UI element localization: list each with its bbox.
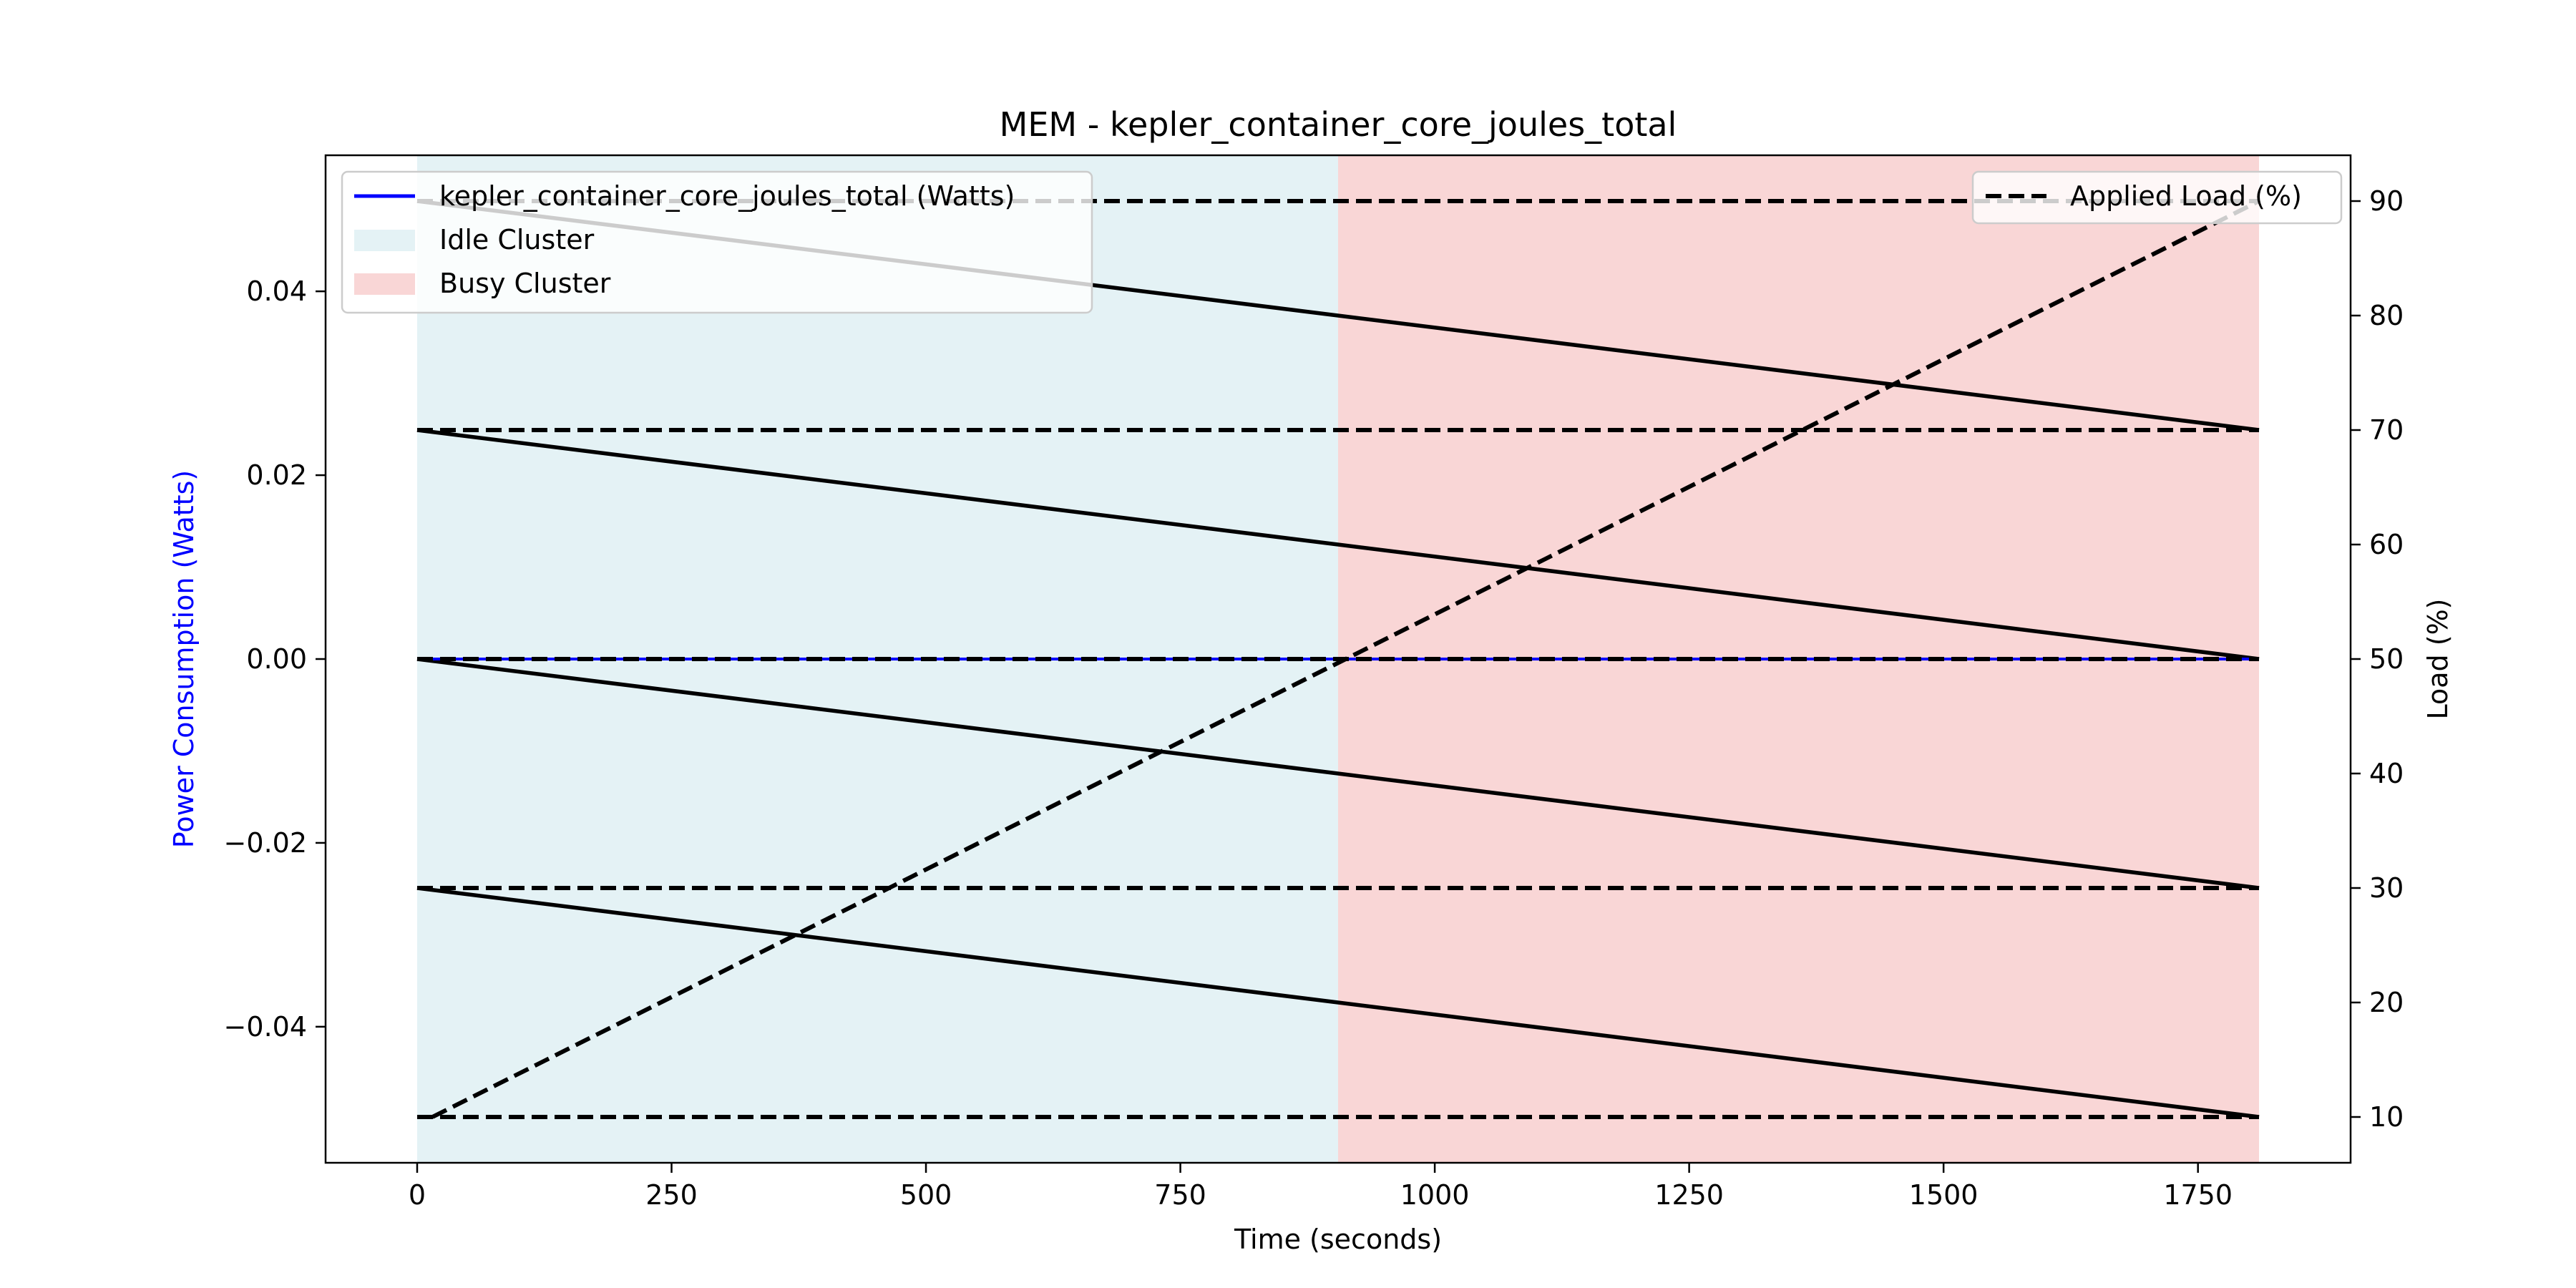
y2-tick-label: 20 bbox=[2369, 987, 2404, 1018]
load-descending-line bbox=[416, 657, 2260, 890]
x-tick-label: 750 bbox=[1154, 1179, 1206, 1211]
y2-tick-label: 80 bbox=[2369, 300, 2404, 331]
x-axis-ticks: 0 250 500 750 1000 1250 1500 1750 bbox=[409, 1163, 2233, 1211]
x-tick-label: 500 bbox=[900, 1179, 952, 1211]
y-tick-label: 0.00 bbox=[246, 643, 307, 675]
x-axis-label: Time (seconds) bbox=[1234, 1224, 1442, 1255]
y2-tick-label: 30 bbox=[2369, 872, 2404, 904]
legend-left: kepler_container_core_joules_total (Watt… bbox=[341, 170, 1093, 314]
x-tick-label: 250 bbox=[645, 1179, 698, 1211]
y-tick-label: 0.04 bbox=[246, 275, 307, 307]
chart-title: MEM - kepler_container_core_joules_total bbox=[1000, 105, 1677, 144]
x-tick-label: 1750 bbox=[2163, 1179, 2233, 1211]
y2-tick-label: 40 bbox=[2369, 758, 2404, 789]
y2-axis-label: Load (%) bbox=[2422, 599, 2454, 720]
legend-patch-swatch bbox=[354, 273, 415, 295]
x-tick-label: 1250 bbox=[1654, 1179, 1724, 1211]
legend-label: Idle Cluster bbox=[439, 224, 595, 255]
y2-tick-label: 70 bbox=[2369, 414, 2404, 446]
y-axis-label: Power Consumption (Watts) bbox=[168, 470, 200, 848]
x-tick-label: 0 bbox=[409, 1179, 426, 1211]
y-tick-label: 0.02 bbox=[246, 459, 307, 491]
legend-label: kepler_container_core_joules_total (Watt… bbox=[439, 180, 1015, 212]
y2-tick-label: 60 bbox=[2369, 529, 2404, 560]
load-descending-line bbox=[416, 428, 2260, 661]
x-tick-label: 1000 bbox=[1400, 1179, 1470, 1211]
y-tick-label: −0.02 bbox=[224, 827, 307, 859]
plot-lines bbox=[416, 199, 2260, 1119]
y2-axis-ticks: 10 20 30 40 50 60 70 80 90 bbox=[2351, 185, 2404, 1133]
legend-right-box bbox=[1971, 170, 2343, 225]
y2-tick-label: 50 bbox=[2369, 643, 2404, 675]
legend-left-box bbox=[341, 170, 1093, 314]
y2-tick-label: 10 bbox=[2369, 1101, 2404, 1133]
legend-patch-swatch bbox=[354, 230, 415, 251]
x-tick-label: 1500 bbox=[1909, 1179, 1979, 1211]
legend-label: Busy Cluster bbox=[439, 268, 611, 299]
y-axis-ticks: −0.04 −0.02 0.00 0.02 0.04 bbox=[224, 275, 326, 1043]
y-tick-label: −0.04 bbox=[224, 1011, 307, 1043]
legend-right: Applied Load (%) bbox=[1971, 170, 2343, 225]
load-descending-line bbox=[416, 886, 2260, 1119]
legend-label: Applied Load (%) bbox=[2070, 180, 2302, 212]
y2-tick-label: 90 bbox=[2369, 185, 2404, 217]
